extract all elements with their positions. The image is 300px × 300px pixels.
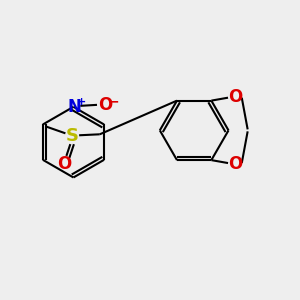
Text: O: O [228, 155, 242, 173]
Text: O: O [57, 155, 72, 173]
Text: +: + [77, 97, 86, 107]
Text: S: S [66, 127, 79, 145]
Text: −: − [108, 94, 119, 108]
Text: O: O [228, 88, 242, 106]
Text: O: O [98, 96, 112, 114]
Text: N: N [68, 98, 81, 116]
